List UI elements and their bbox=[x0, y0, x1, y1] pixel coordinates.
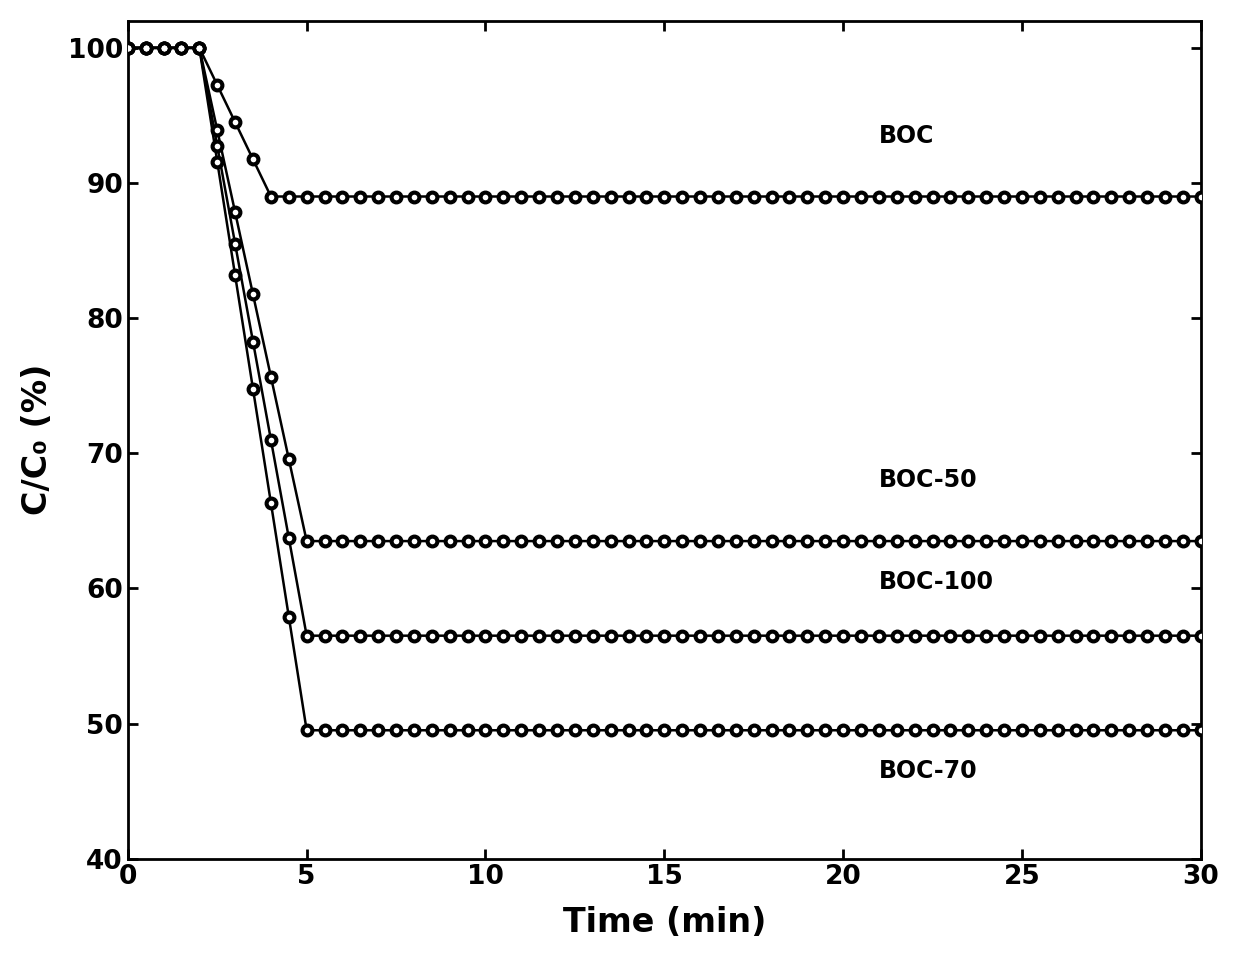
Y-axis label: C/C₀ (%): C/C₀ (%) bbox=[21, 364, 53, 516]
X-axis label: Time (min): Time (min) bbox=[563, 906, 766, 939]
Text: BOC-50: BOC-50 bbox=[879, 468, 977, 492]
Text: BOC-100: BOC-100 bbox=[879, 569, 994, 593]
Text: BOC-70: BOC-70 bbox=[879, 758, 977, 782]
Text: BOC: BOC bbox=[879, 124, 934, 148]
